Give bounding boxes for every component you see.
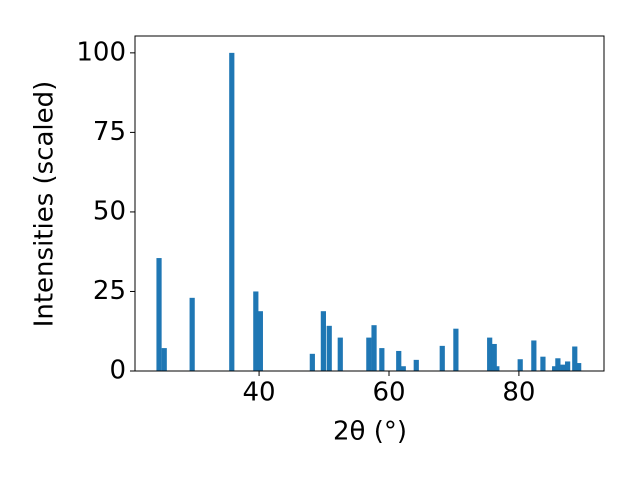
y-axis-label: Intensities (scaled) [30, 81, 60, 328]
bar [572, 346, 578, 371]
bar [253, 291, 259, 371]
bar [494, 366, 500, 371]
bar [337, 337, 343, 371]
y-tick-label: 25 [93, 276, 126, 306]
bar [491, 343, 497, 371]
bar [576, 363, 582, 371]
bar [540, 356, 546, 371]
bar [560, 364, 566, 371]
bar [453, 328, 459, 371]
bar [309, 353, 315, 371]
x-tick-label: 60 [372, 378, 405, 408]
bar [161, 348, 167, 371]
x-axis-label: 2θ (°) [333, 417, 407, 447]
bar [565, 361, 571, 371]
bar [487, 337, 493, 371]
y-tick-label: 100 [76, 37, 126, 67]
plot-frame [134, 35, 605, 372]
bar [229, 52, 235, 371]
bar [379, 348, 385, 371]
bar [371, 325, 377, 371]
bar [156, 258, 162, 371]
y-tick-label: 50 [93, 196, 126, 226]
bar [531, 340, 537, 371]
x-tick-label: 80 [502, 378, 535, 408]
bar [413, 359, 419, 371]
x-tick-label: 40 [243, 378, 276, 408]
y-tick-label: 75 [93, 117, 126, 147]
bar [257, 311, 263, 371]
bar [189, 297, 195, 371]
bar [552, 366, 558, 371]
bar [400, 366, 406, 371]
bar [517, 359, 523, 371]
bar [439, 345, 445, 371]
bar [366, 337, 372, 371]
bar [396, 350, 402, 371]
bar [555, 358, 561, 371]
bar [320, 311, 326, 371]
bar [326, 325, 332, 371]
y-tick-label: 0 [109, 356, 126, 386]
